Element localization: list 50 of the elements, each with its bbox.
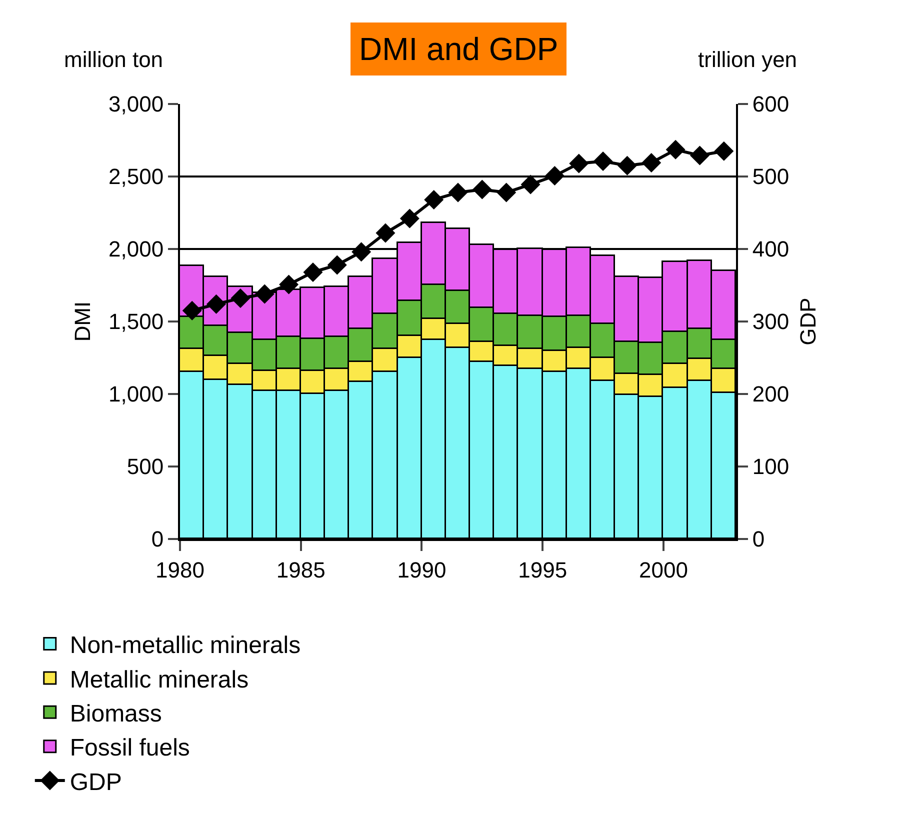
point — [666, 140, 686, 160]
point — [617, 156, 637, 176]
legend-label: Biomass — [70, 700, 162, 728]
point — [593, 152, 613, 172]
y2-tick-label: 100 — [752, 454, 790, 480]
point — [254, 284, 274, 304]
point — [182, 300, 202, 320]
y-tick-label: 500 — [126, 454, 164, 480]
point — [424, 190, 444, 210]
point — [520, 174, 540, 194]
point — [690, 146, 710, 166]
point — [569, 154, 589, 174]
point — [376, 223, 396, 243]
x-tick-label: 1985 — [276, 557, 326, 582]
point — [400, 208, 420, 228]
y2-tick-label: 200 — [752, 382, 790, 407]
x-tick-label: 1990 — [397, 557, 446, 582]
y-tick-label: 2,000 — [108, 236, 164, 262]
point — [496, 182, 516, 202]
y2-tick-label: 300 — [752, 309, 790, 334]
point — [714, 141, 734, 161]
point — [279, 274, 299, 294]
y-axis-title: DMI — [70, 301, 95, 342]
y2-axis-title: GDP — [796, 298, 821, 346]
chart-title: DMI and GDP — [359, 31, 558, 67]
y2-tick-label: 0 — [752, 526, 765, 552]
legend-label: GDP — [70, 768, 122, 796]
text: trillion yen — [698, 47, 798, 72]
x-tick-label: 1995 — [518, 557, 568, 582]
y-tick-label: 0 — [151, 526, 164, 552]
y-tick-label: 2,500 — [108, 164, 164, 190]
point — [472, 180, 492, 200]
point — [642, 152, 662, 172]
legend-label: Non-metallic minerals — [70, 632, 301, 660]
y-tick-label: 1,500 — [108, 309, 164, 334]
x-tick-label: 2000 — [639, 557, 688, 582]
legend-label: Fossil fuels — [70, 734, 190, 762]
y-tick-label: 1,000 — [108, 382, 164, 407]
point — [352, 242, 372, 262]
point — [544, 166, 564, 186]
y2-tick-label: 400 — [752, 236, 790, 262]
point — [303, 262, 323, 282]
y2-tick-label: 500 — [752, 164, 790, 190]
y-tick-label: 3,000 — [108, 92, 164, 117]
legend-label: Metallic minerals — [70, 666, 249, 694]
point — [448, 182, 468, 202]
point — [327, 255, 347, 275]
x-tick-label: 1980 — [156, 557, 204, 582]
y2-tick-label: 600 — [752, 92, 790, 117]
text: million ton — [64, 47, 164, 72]
